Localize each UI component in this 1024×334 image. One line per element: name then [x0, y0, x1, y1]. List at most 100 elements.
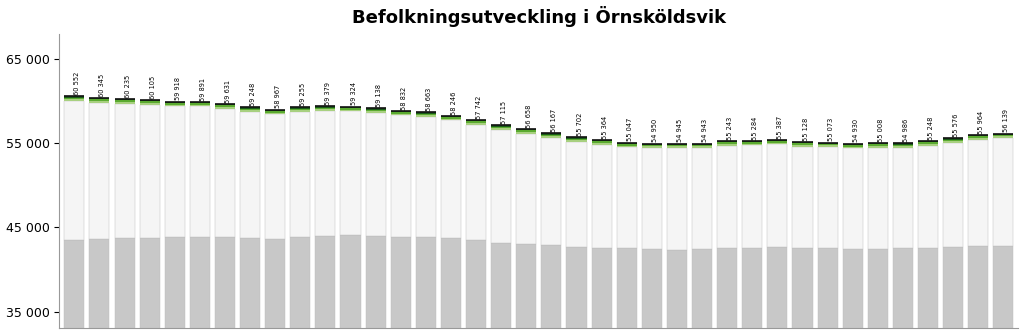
Bar: [867, 143, 888, 144]
Bar: [115, 100, 134, 102]
Text: 55 702: 55 702: [577, 113, 583, 136]
Text: 55 128: 55 128: [803, 118, 809, 141]
Bar: [843, 145, 863, 147]
Bar: [767, 144, 787, 247]
Bar: [793, 142, 813, 143]
Bar: [969, 135, 988, 136]
Bar: [265, 239, 286, 334]
Bar: [692, 146, 712, 148]
Bar: [742, 144, 762, 145]
Bar: [793, 143, 813, 145]
Bar: [492, 125, 511, 127]
Bar: [366, 110, 386, 111]
Bar: [165, 102, 184, 103]
Bar: [165, 103, 184, 105]
Text: 59 379: 59 379: [326, 82, 332, 105]
Bar: [466, 125, 486, 240]
Bar: [441, 116, 461, 117]
Bar: [667, 144, 687, 145]
Bar: [416, 114, 436, 115]
Bar: [189, 237, 210, 334]
Bar: [667, 148, 687, 250]
Text: 60 345: 60 345: [99, 73, 105, 97]
Bar: [867, 144, 888, 146]
Bar: [492, 128, 511, 130]
Bar: [867, 148, 888, 249]
Bar: [843, 144, 863, 145]
Bar: [416, 112, 436, 114]
Text: 56 139: 56 139: [1004, 109, 1010, 132]
Bar: [943, 247, 964, 334]
Bar: [717, 144, 737, 146]
Bar: [592, 247, 611, 334]
Bar: [315, 106, 336, 108]
Text: 59 324: 59 324: [350, 82, 356, 106]
Bar: [918, 142, 938, 144]
Bar: [667, 146, 687, 148]
Bar: [969, 246, 988, 334]
Bar: [542, 245, 561, 334]
Text: 55 964: 55 964: [978, 111, 984, 134]
Text: 56 167: 56 167: [551, 109, 557, 132]
Bar: [139, 105, 160, 238]
Bar: [215, 237, 236, 334]
Bar: [817, 144, 838, 145]
Bar: [265, 114, 286, 239]
Text: 55 243: 55 243: [727, 117, 733, 140]
Text: 58 832: 58 832: [400, 87, 407, 110]
Text: 55 576: 55 576: [953, 114, 959, 137]
Bar: [366, 113, 386, 236]
Bar: [817, 145, 838, 147]
Text: 60 552: 60 552: [75, 72, 80, 95]
Bar: [566, 142, 587, 247]
Bar: [616, 147, 637, 248]
Bar: [817, 147, 838, 248]
Text: 58 663: 58 663: [426, 88, 432, 111]
Bar: [566, 139, 587, 140]
Bar: [215, 107, 236, 109]
Bar: [893, 143, 913, 145]
Bar: [592, 143, 611, 145]
Bar: [793, 145, 813, 147]
Bar: [893, 248, 913, 334]
Bar: [969, 136, 988, 138]
Bar: [189, 102, 210, 103]
Text: 59 918: 59 918: [175, 77, 181, 101]
Bar: [742, 145, 762, 247]
Bar: [65, 98, 84, 99]
Bar: [139, 100, 160, 102]
Bar: [315, 236, 336, 334]
Text: 54 945: 54 945: [677, 119, 683, 142]
Text: 59 248: 59 248: [250, 83, 256, 106]
Text: 54 986: 54 986: [903, 119, 909, 142]
Text: 55 047: 55 047: [627, 118, 633, 142]
Bar: [466, 120, 486, 121]
Bar: [290, 110, 310, 112]
Text: 57 742: 57 742: [476, 96, 482, 119]
Bar: [189, 105, 210, 107]
Bar: [240, 107, 260, 109]
Bar: [391, 112, 411, 114]
Bar: [89, 103, 110, 239]
Bar: [416, 117, 436, 237]
Bar: [542, 133, 561, 135]
Bar: [416, 237, 436, 334]
Text: 58 967: 58 967: [275, 85, 282, 109]
Bar: [65, 101, 84, 240]
Text: 59 138: 59 138: [376, 84, 382, 107]
Bar: [767, 247, 787, 334]
Bar: [918, 247, 938, 334]
Text: 59 255: 59 255: [300, 83, 306, 106]
Bar: [817, 143, 838, 144]
Text: 55 387: 55 387: [777, 115, 783, 139]
Bar: [642, 146, 662, 148]
Bar: [265, 111, 286, 113]
Bar: [566, 247, 587, 334]
Text: 57 115: 57 115: [501, 101, 507, 124]
Bar: [240, 112, 260, 238]
Bar: [843, 148, 863, 249]
Bar: [993, 136, 1014, 138]
Bar: [616, 248, 637, 334]
Bar: [290, 112, 310, 237]
Bar: [843, 249, 863, 334]
